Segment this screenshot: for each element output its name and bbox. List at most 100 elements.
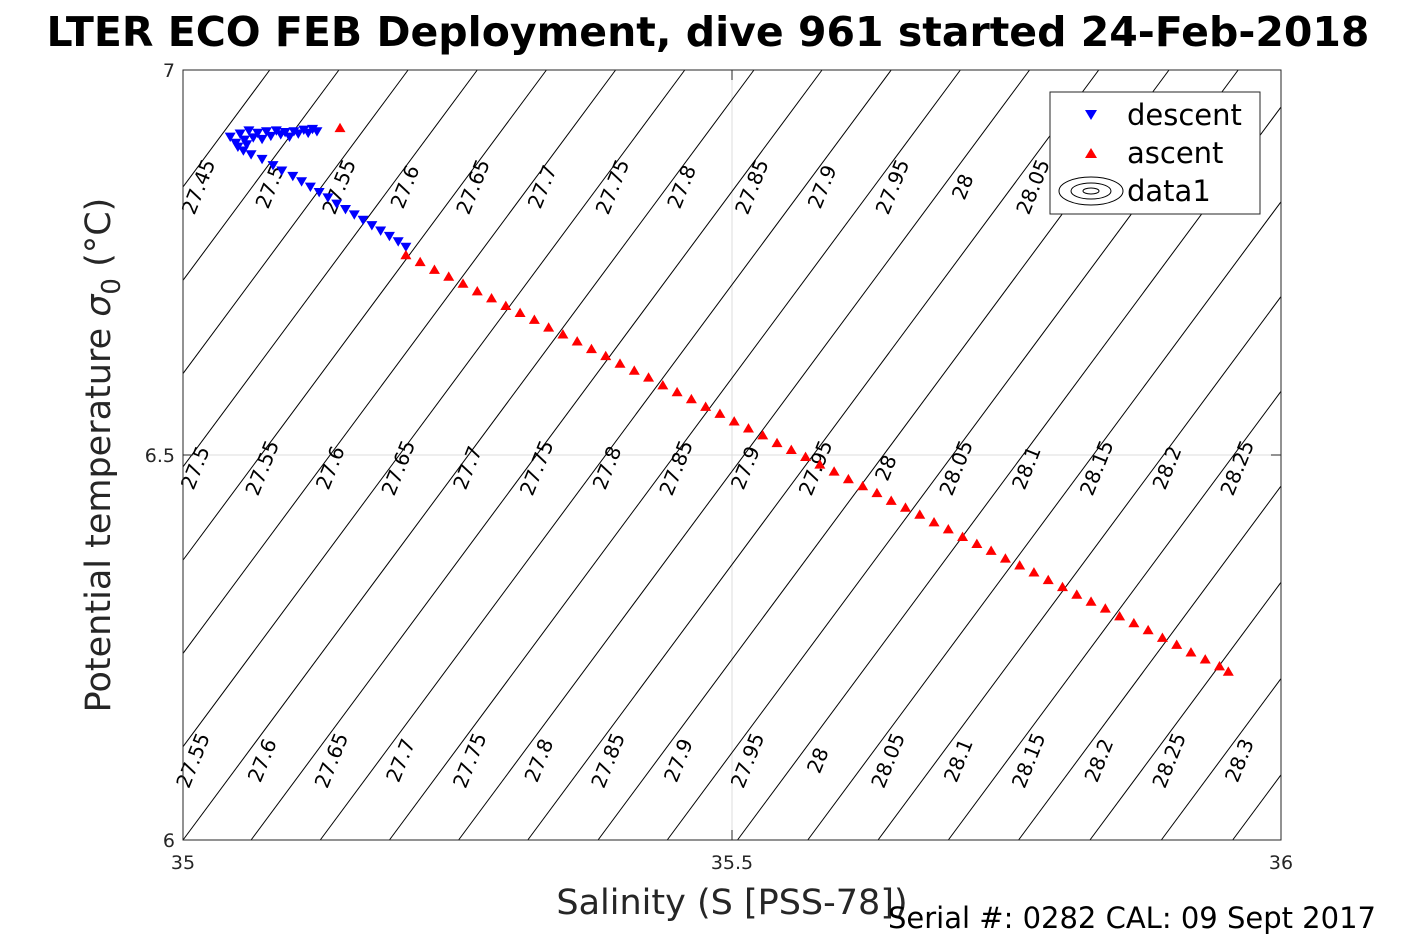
descent-point — [247, 133, 259, 143]
x-axis-label: Salinity (S [PSS-78]) — [556, 883, 907, 923]
contour-line-4 — [458, 69, 1030, 841]
ascent-point — [1185, 647, 1197, 657]
contour-line-left-6 — [182, 69, 271, 188]
contour-line-left-1 — [182, 69, 617, 654]
descent-point — [224, 132, 236, 142]
descent-point — [304, 182, 316, 192]
ascent-point — [628, 365, 640, 375]
descent-point — [276, 166, 288, 176]
descent-point — [313, 188, 325, 198]
contour-line-11 — [947, 391, 1282, 841]
ascent-point — [443, 271, 455, 281]
ascent-point — [514, 307, 526, 317]
contour-line-left-2 — [182, 69, 547, 561]
descent-point — [232, 142, 244, 152]
ascent-point — [528, 314, 540, 324]
descent-point — [245, 150, 257, 160]
ascent-point — [1214, 661, 1226, 671]
ascent-point — [899, 502, 911, 512]
ascent-point — [457, 278, 469, 288]
y-axis-label-subscript: 0 — [97, 278, 127, 295]
ascent-point — [685, 393, 697, 404]
contour-line-14 — [1160, 678, 1282, 841]
ascent-point — [1142, 624, 1154, 635]
descent-point — [366, 221, 378, 231]
contour-line-3 — [389, 69, 961, 841]
ascent-point — [999, 553, 1011, 563]
contour-line-2 — [319, 69, 892, 841]
ascent-point — [771, 437, 783, 448]
contour-line-15 — [1232, 774, 1282, 841]
descent-point — [234, 129, 246, 139]
ascent-point — [971, 538, 983, 548]
ascent-point — [985, 545, 997, 555]
legend-contour-icon — [1058, 176, 1124, 206]
serial-calibration-note: Serial #: 0282 CAL: 09 Sept 2017 — [888, 901, 1376, 935]
ascent-point — [757, 430, 769, 440]
ascent-point — [885, 495, 897, 505]
ascent-point — [728, 416, 740, 426]
ascent-point — [571, 336, 583, 346]
contour-line-9 — [807, 201, 1282, 841]
ascent-point — [414, 256, 426, 267]
ascent-point — [400, 249, 412, 260]
descent-point — [287, 171, 299, 182]
y-tick-label: 6 — [163, 830, 175, 852]
ascent-point — [800, 451, 812, 461]
ascent-point — [657, 379, 669, 390]
y-tick-label: 6.5 — [145, 445, 175, 467]
contour-line-left-3 — [182, 69, 478, 468]
descent-point — [243, 126, 255, 136]
ascent-point — [1085, 596, 1097, 606]
ascent-point — [1171, 639, 1183, 649]
series-ascent — [334, 122, 1234, 676]
ascent-point — [1222, 666, 1234, 676]
ascent-point — [857, 480, 869, 491]
descent-point — [296, 177, 308, 187]
ascent-point — [557, 329, 569, 339]
contour-line-left-5 — [182, 69, 340, 281]
descent-point — [311, 127, 323, 137]
x-tick-label: 36 — [1269, 852, 1293, 874]
contour-line-0 — [182, 69, 755, 841]
ascent-point — [585, 343, 597, 354]
descent-point — [265, 131, 277, 142]
ascent-point — [942, 523, 954, 534]
ascent-point — [1114, 610, 1126, 621]
descent-point — [241, 140, 253, 150]
ascent-point — [714, 408, 726, 418]
descent-point — [375, 226, 387, 236]
descent-point — [237, 146, 249, 156]
descent-point — [256, 154, 268, 165]
ascent-point — [1156, 632, 1168, 642]
ascent-point — [543, 322, 555, 332]
ascent-point — [1128, 617, 1140, 628]
contour-line-left-4 — [182, 69, 409, 374]
ascent-point — [814, 459, 826, 469]
ascent-point — [957, 531, 969, 542]
ascent-point — [1099, 603, 1111, 613]
ascent-point — [614, 358, 626, 368]
y-tick-label: 7 — [163, 60, 175, 82]
ascent-point — [500, 300, 512, 311]
ascent-point — [1028, 567, 1040, 577]
ascent-point — [1056, 581, 1068, 592]
ascent-point — [742, 423, 754, 433]
ascent-point — [334, 122, 346, 133]
ascent-point — [1199, 654, 1211, 664]
ascent-point — [828, 466, 840, 476]
descent-point — [256, 134, 268, 145]
contour-line-5 — [527, 69, 1100, 841]
descent-point — [357, 215, 369, 226]
contour-line-left-0 — [182, 69, 686, 748]
chart-title: LTER ECO FEB Deployment, dive 961 starte… — [47, 8, 1370, 56]
ascent-point — [1014, 560, 1026, 570]
descent-point — [322, 193, 334, 203]
ascent-point — [671, 386, 683, 397]
descent-point — [292, 129, 304, 139]
y-axis-label-main: Potential temperature — [79, 317, 119, 713]
axis-ticks: 35 35.5 36 6 6.5 7 — [145, 60, 1293, 874]
descent-point — [340, 204, 352, 215]
descent-point — [331, 199, 343, 209]
